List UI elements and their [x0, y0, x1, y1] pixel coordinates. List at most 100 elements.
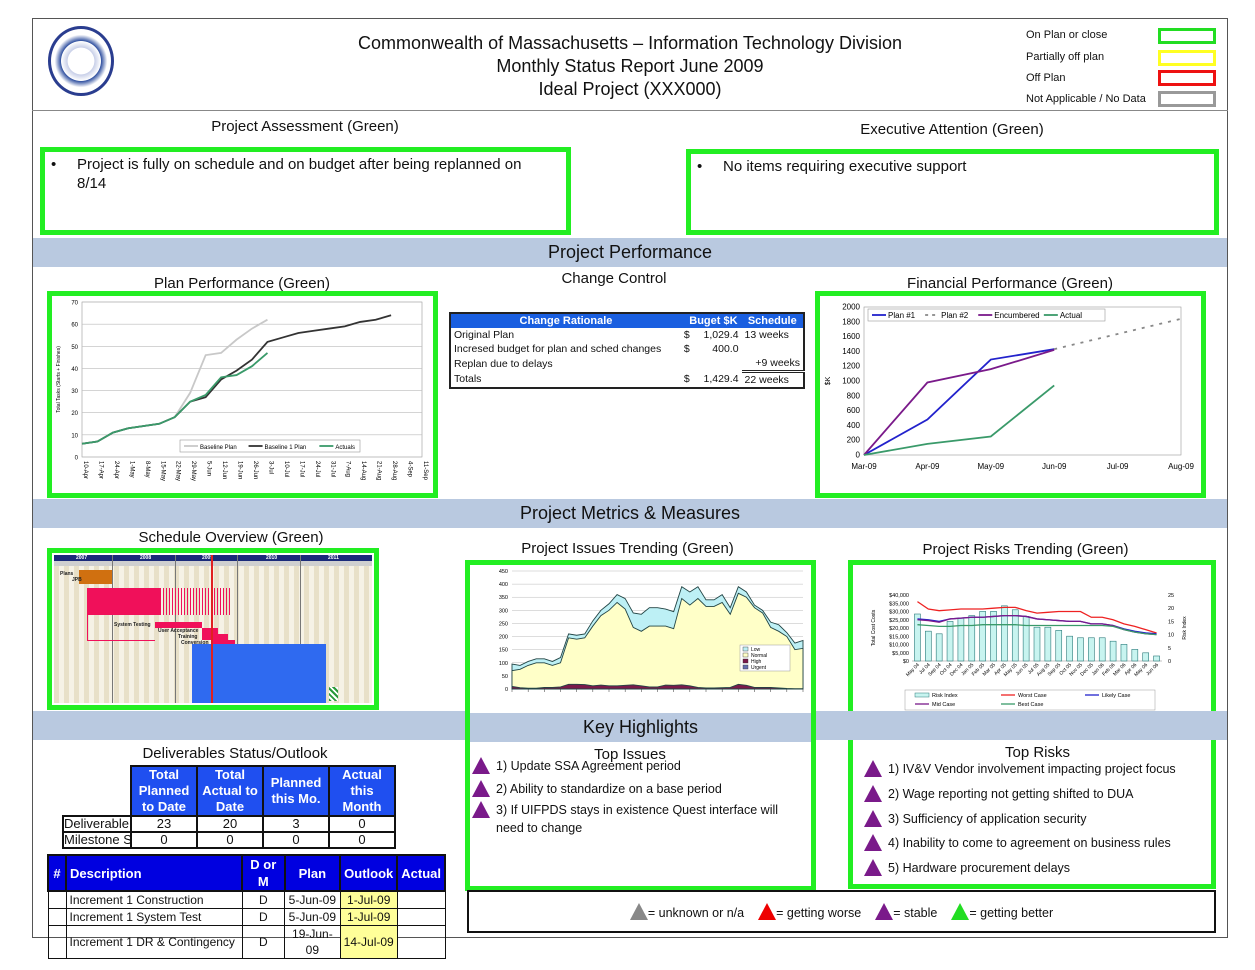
cc-row: Original Plan $1,029.4 13 weeks: [450, 328, 804, 342]
legend-box: [179, 439, 361, 453]
risk-index-bar: [968, 615, 976, 662]
gantt-bar-plans: [79, 570, 112, 584]
risk-index-bar: [925, 630, 932, 662]
risks-trending-chart: $0 $5,000 $10,000 $15,000 $20,000 $25,000 $30,…: [871, 593, 1188, 711]
risk-item: 4) Inability to come to agreement on bus…: [864, 834, 1171, 852]
x-tick-label: Aug-09: [1168, 462, 1194, 471]
plan-performance-box: [47, 291, 438, 498]
legend-swatch: [914, 692, 930, 698]
risk-index-bar: [914, 613, 921, 662]
area-high: [511, 683, 804, 690]
y-tick-label: 60: [71, 323, 78, 329]
cell: 1-Jul-09: [339, 908, 398, 926]
issue-text: 3) If UIFPDS stays in existence Quest in…: [496, 803, 779, 835]
y-tick-label: 1000: [842, 377, 860, 386]
list-row: Increment 1 System Test D 5-Jun-09 1-Jul-09: [47, 908, 446, 926]
gantt-label: JPB: [72, 577, 82, 583]
series-line-worst-case: [917, 601, 1157, 634]
y-tick-label: 40: [71, 367, 78, 373]
risk-index-bar: [946, 621, 954, 662]
legend-label: Baseline Plan: [200, 445, 237, 451]
y-tick-label: 0: [505, 687, 508, 693]
plot-area: [863, 306, 1182, 456]
cell: 20: [196, 815, 264, 833]
x-tick-label: 7-Aug: [345, 461, 351, 477]
y-tick-label: 50: [71, 345, 78, 351]
gantt-year: 2007: [76, 555, 88, 561]
x-tick-label: Jun-09: [1042, 462, 1067, 471]
trend-legend-worse: = getting worse: [758, 903, 861, 920]
legend-label: Low: [751, 647, 761, 653]
gantt-bar-user-acceptance: [202, 628, 218, 634]
legend-label: Best Case: [1018, 702, 1043, 708]
gantt-label: Conversion: [181, 640, 209, 646]
risk-item: 5) Hardware procurement delays: [864, 859, 1070, 877]
y-tick-label: 400: [847, 421, 861, 430]
risk-index-bar: [1077, 637, 1084, 662]
risk-text: 5) Hardware procurement delays: [888, 861, 1071, 875]
y-tick-label: 200: [499, 635, 508, 641]
list-header: Outlook: [339, 854, 399, 892]
y-tick-label: $0: [903, 659, 909, 665]
y-tick-label: 200: [847, 436, 861, 445]
legend-partially-off: Partially off plan: [1026, 51, 1105, 63]
cc-cell: Replan due to delays: [454, 357, 553, 370]
legend-swatch-yellow: [1158, 50, 1216, 66]
y-tick-label: 400: [499, 582, 508, 588]
series-line-plan-2: [1053, 317, 1182, 351]
row-label: Milestone S: [62, 831, 132, 849]
cell: 3: [262, 815, 330, 833]
plan-performance-chart: 0 10 20 30 40 50 60 70 Total Tasks (Starts + Fin…: [56, 301, 428, 482]
gantt-year: 2011: [328, 555, 339, 561]
x-tick-label: 10-Jul: [283, 461, 289, 477]
issue-item: 3) If UIFPDS stays in existence Quest in…: [472, 801, 792, 837]
legend-label: Baseline 1 Plan: [265, 445, 307, 451]
risk-index-bar: [1033, 626, 1041, 662]
stable-trend-icon: [472, 801, 490, 818]
trend-legend-unknown: = unknown or n/a: [629, 903, 744, 920]
cell: 1-Jul-09: [339, 890, 398, 909]
legend-text: = getting worse: [776, 906, 862, 920]
y-tick-label: 250: [499, 621, 508, 627]
cc-cell: Incresed budget for plan and sched chang…: [454, 343, 662, 355]
worse-trend-icon: [758, 903, 777, 920]
x-tick-label: 8-May: [144, 461, 150, 478]
cell: 23: [130, 815, 198, 833]
risk-index-bar: [957, 617, 965, 662]
legend-label: Plan #1: [888, 311, 916, 320]
gantt-bar-replan: [160, 588, 232, 615]
x-tick-label: Jun 06: [1145, 662, 1160, 677]
trend-legend-better: = getting better: [951, 903, 1053, 920]
legend-swatch-red: [1158, 70, 1216, 86]
risk-text: 2) Wage reporting not getting shifted to…: [888, 787, 1134, 801]
risk-text: 1) IV&V Vendor involvement impacting pro…: [888, 762, 1176, 776]
gantt-milestone: [329, 687, 338, 701]
deliverables-row: Deliverable 23 20 3 0: [62, 815, 396, 833]
legend-label: High: [751, 659, 762, 665]
legend-label: Likely Case: [1102, 693, 1130, 699]
risk-index-bar: [1088, 637, 1095, 662]
list-header: Description: [65, 854, 243, 892]
y-tick-label: 1400: [842, 347, 860, 356]
x-tick-label: 21-Aug: [376, 461, 382, 480]
x-tick-label: 19-Jun: [237, 461, 243, 479]
risk-index-bar: [1098, 637, 1106, 662]
cell: 0: [196, 831, 264, 849]
cell: D: [241, 890, 286, 909]
legend-label: Urgent: [751, 665, 767, 671]
gantt-today-line: [211, 555, 213, 703]
deliverables-table: Total Planned to Date Total Actual to Da…: [62, 765, 396, 849]
x-tick-label: 10-Apr: [82, 461, 88, 479]
gantt-chart: 2007 2008 2009 2010 2011 Plans JPB Syste…: [54, 555, 372, 703]
schedule-overview-box: [47, 548, 379, 710]
gantt-year: 2010: [266, 555, 278, 561]
cell: [47, 925, 67, 959]
deliverables-title: Deliverables Status/Outlook: [142, 745, 328, 762]
cell: Increment 1 Construction: [65, 890, 243, 909]
risk-index-bar: [1131, 649, 1139, 662]
legend-not-applicable: Not Applicable / No Data: [1026, 93, 1146, 105]
cell: [47, 890, 67, 909]
cell: 19-Jun-09: [284, 925, 341, 959]
x-tick-label: 14-Aug: [360, 461, 366, 480]
